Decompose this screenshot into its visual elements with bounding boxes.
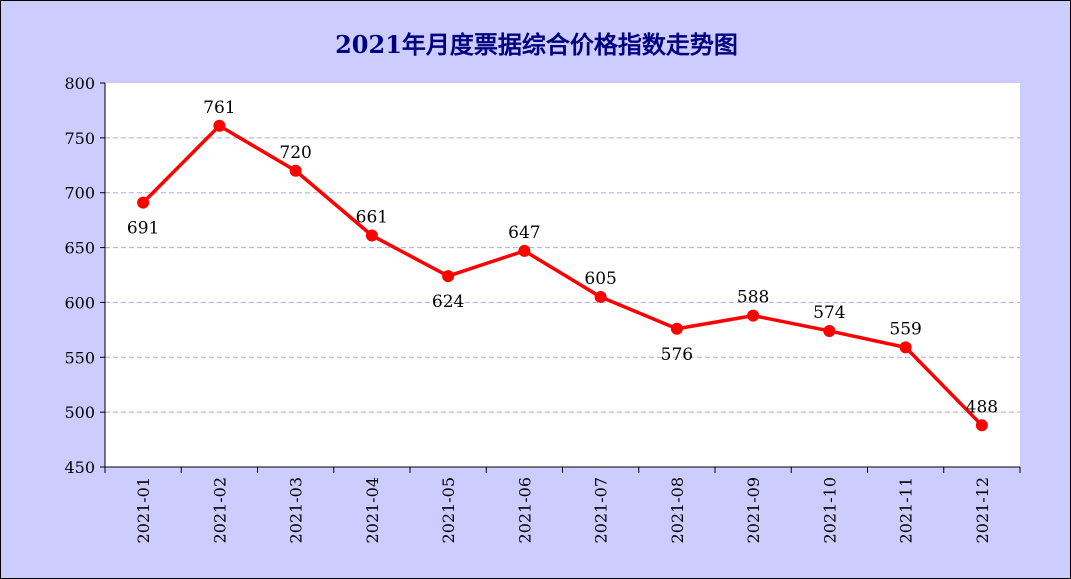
data-label: 691 bbox=[127, 219, 159, 239]
x-tick-label: 2021-08 bbox=[668, 477, 687, 543]
data-label: 720 bbox=[279, 143, 311, 163]
y-tick-label: 700 bbox=[64, 184, 95, 203]
data-point bbox=[289, 164, 302, 177]
y-tick-label: 600 bbox=[64, 293, 95, 312]
series-line bbox=[141, 124, 984, 427]
data-label: 574 bbox=[813, 303, 845, 323]
data-point bbox=[747, 309, 760, 322]
y-tick-label: 750 bbox=[64, 129, 95, 148]
data-point bbox=[594, 290, 607, 303]
x-tick-label: 2021-11 bbox=[897, 477, 916, 543]
data-point bbox=[823, 324, 836, 337]
data-point bbox=[975, 419, 988, 432]
y-tick-label: 650 bbox=[64, 239, 95, 258]
data-point bbox=[442, 270, 455, 283]
x-tick-label: 2021-02 bbox=[210, 477, 229, 543]
data-point bbox=[518, 244, 531, 257]
x-tick-label: 2021-05 bbox=[439, 477, 458, 543]
data-label: 761 bbox=[203, 98, 235, 118]
data-label: 559 bbox=[889, 319, 921, 339]
data-label: 576 bbox=[661, 345, 693, 365]
y-tick-label: 800 bbox=[64, 74, 95, 93]
x-tick-label: 2021-12 bbox=[973, 477, 992, 543]
data-point bbox=[365, 229, 378, 242]
data-label: 647 bbox=[508, 223, 540, 243]
data-point bbox=[213, 119, 226, 132]
x-tick-label: 2021-09 bbox=[744, 477, 763, 543]
chart-title: 2021年月度票据综合价格指数走势图 bbox=[335, 30, 738, 59]
data-label: 624 bbox=[432, 292, 464, 312]
y-tick-label: 500 bbox=[64, 403, 95, 422]
data-point bbox=[670, 322, 683, 335]
x-tick-label: 2021-06 bbox=[515, 477, 534, 543]
data-label: 588 bbox=[737, 288, 769, 308]
data-label: 661 bbox=[356, 208, 388, 228]
y-tick-label: 450 bbox=[64, 458, 95, 477]
x-tick-label: 2021-04 bbox=[363, 477, 382, 543]
x-tick-label: 2021-01 bbox=[134, 477, 153, 543]
data-point bbox=[137, 196, 150, 209]
data-point bbox=[899, 341, 912, 354]
x-tick-label: 2021-10 bbox=[820, 477, 839, 543]
y-tick-label: 550 bbox=[64, 348, 95, 367]
x-tick-label: 2021-03 bbox=[287, 477, 306, 543]
data-label: 605 bbox=[584, 269, 616, 289]
x-tick-label: 2021-07 bbox=[592, 477, 611, 543]
data-label: 488 bbox=[966, 397, 998, 417]
